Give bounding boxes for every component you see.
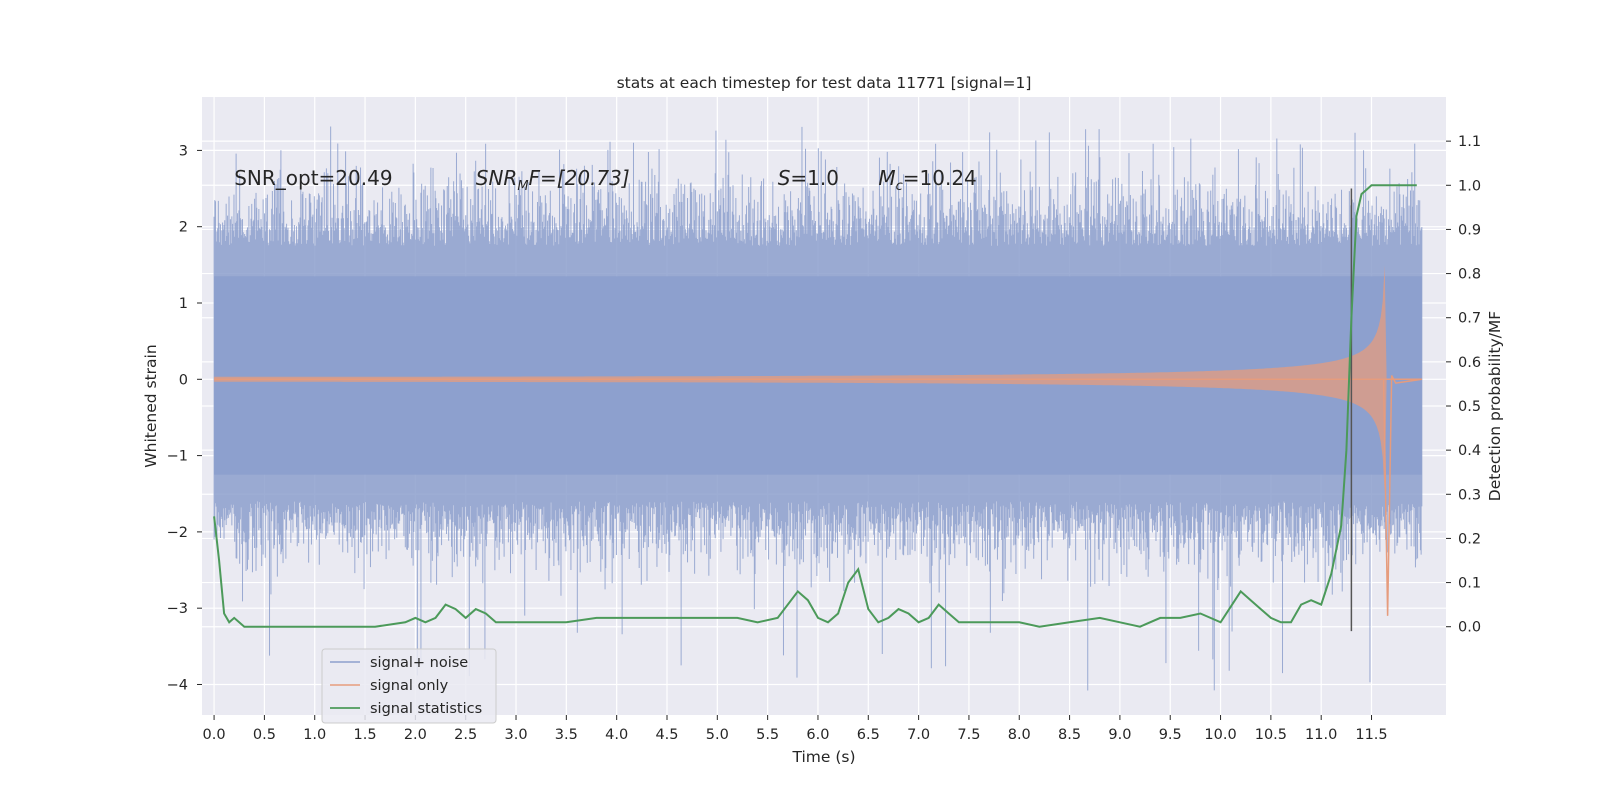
x-tick-label-12: 6.0 xyxy=(806,727,829,743)
y2-tick-label-2: 0.2 xyxy=(1458,531,1481,547)
annotation-snr-mf-main: SNR xyxy=(476,166,518,190)
y2-axis-label: Detection probability/MF xyxy=(1486,311,1504,502)
x-tick-label-0: 0.0 xyxy=(203,727,226,743)
stat-line xyxy=(213,184,1417,628)
annotation-s-main: S xyxy=(778,166,791,190)
y-tick-label-4: 0 xyxy=(179,372,188,388)
annotation-s-tail: =1.0 xyxy=(790,166,839,190)
annotation-snr-opt: SNR_opt=20.49 xyxy=(234,166,392,190)
x-tick-label-17: 8.5 xyxy=(1058,727,1081,743)
y-tick-label-3: −1 xyxy=(167,449,188,465)
annotation-s: S=1.0 xyxy=(778,166,839,190)
x-tick-label-10: 5.0 xyxy=(706,727,729,743)
annotation-snr-mf-sub: M xyxy=(517,179,528,194)
legend-label-noise: signal+ noise xyxy=(370,655,468,671)
x-tick-label-21: 10.5 xyxy=(1255,727,1287,743)
annotation-mc-tail: =10.24 xyxy=(903,166,977,190)
y-axis-label: Whitened strain xyxy=(142,344,160,467)
y2-tick-label-1: 0.1 xyxy=(1458,576,1481,592)
x-axis-ticks: 0.0 0.5 1.0 1.5 2.0 2.5 3.0 3.5 4.0 4.5 5.0 5.5 6.0 6… xyxy=(203,715,1388,743)
chart-title: stats at each timestep for test data 117… xyxy=(617,74,1032,92)
legend: signal+ noise signal only signal statist… xyxy=(321,648,497,724)
x-tick-label-22: 11.0 xyxy=(1305,727,1337,743)
y2-tick-label-5: 0.5 xyxy=(1458,399,1481,415)
x-tick-label-15: 7.5 xyxy=(957,727,980,743)
series-signal-statistics xyxy=(213,184,1417,628)
y2-tick-label-11: 1.1 xyxy=(1458,134,1481,150)
y2-axis-ticks: 0.0 0.1 0.2 0.3 0.4 0.5 0.6 0.7 0.8 0.9 1.0 1.1 xyxy=(1446,134,1481,636)
annotation-snr-mf: SNRMF=[20.73] xyxy=(476,166,630,194)
y2-tick-label-4: 0.4 xyxy=(1458,443,1481,459)
y-tick-label-0: −4 xyxy=(167,677,188,693)
y-tick-label-7: 3 xyxy=(179,143,188,159)
annotation-mc-main: M xyxy=(878,166,895,190)
annotation-snr-mf-tail: F=[20.73] xyxy=(529,166,630,190)
x-tick-label-20: 10.0 xyxy=(1204,727,1236,743)
x-tick-label-3: 1.5 xyxy=(354,727,377,743)
x-tick-label-1: 0.5 xyxy=(253,727,276,743)
x-tick-label-23: 11.5 xyxy=(1355,727,1387,743)
series-signal-only xyxy=(214,265,1422,616)
y2-tick-label-0: 0.0 xyxy=(1458,620,1481,636)
y2-tick-label-7: 0.7 xyxy=(1458,311,1481,327)
chirp-ringdown xyxy=(1382,375,1422,616)
y-tick-label-5: 1 xyxy=(179,296,188,312)
annotation-mc-sub: c xyxy=(896,179,903,194)
y2-tick-label-6: 0.6 xyxy=(1458,355,1481,371)
annotations: SNR_opt=20.49 SNRMF=[20.73] S=1.0 Mc=10.… xyxy=(234,166,977,194)
x-tick-label-7: 3.5 xyxy=(555,727,578,743)
x-tick-label-19: 9.5 xyxy=(1159,727,1182,743)
x-tick-label-14: 7.0 xyxy=(907,727,930,743)
y-axis-ticks: −4 −3 −2 −1 0 1 2 3 xyxy=(167,143,202,693)
x-tick-label-5: 2.5 xyxy=(454,727,477,743)
x-tick-label-13: 6.5 xyxy=(857,727,880,743)
x-tick-label-2: 1.0 xyxy=(303,727,326,743)
x-tick-label-11: 5.5 xyxy=(756,727,779,743)
x-tick-label-6: 3.0 xyxy=(504,727,527,743)
legend-label-signal: signal only xyxy=(370,678,449,694)
y2-tick-label-9: 0.9 xyxy=(1458,222,1481,238)
x-axis-label: Time (s) xyxy=(791,748,855,766)
legend-box xyxy=(321,648,497,724)
y2-tick-label-10: 1.0 xyxy=(1458,178,1481,194)
x-tick-label-16: 8.0 xyxy=(1008,727,1031,743)
y2-tick-label-8: 0.8 xyxy=(1458,267,1481,283)
y-tick-label-2: −2 xyxy=(167,525,188,541)
legend-label-stats: signal statistics xyxy=(370,701,482,717)
x-tick-label-4: 2.0 xyxy=(404,727,427,743)
x-tick-label-9: 4.5 xyxy=(655,727,678,743)
annotation-mc: Mc=10.24 xyxy=(878,166,976,194)
y-tick-label-1: −3 xyxy=(167,601,188,617)
y-tick-label-6: 2 xyxy=(179,220,188,236)
x-tick-label-8: 4.0 xyxy=(605,727,628,743)
y2-tick-label-3: 0.3 xyxy=(1458,487,1481,503)
x-tick-label-18: 9.0 xyxy=(1108,727,1131,743)
